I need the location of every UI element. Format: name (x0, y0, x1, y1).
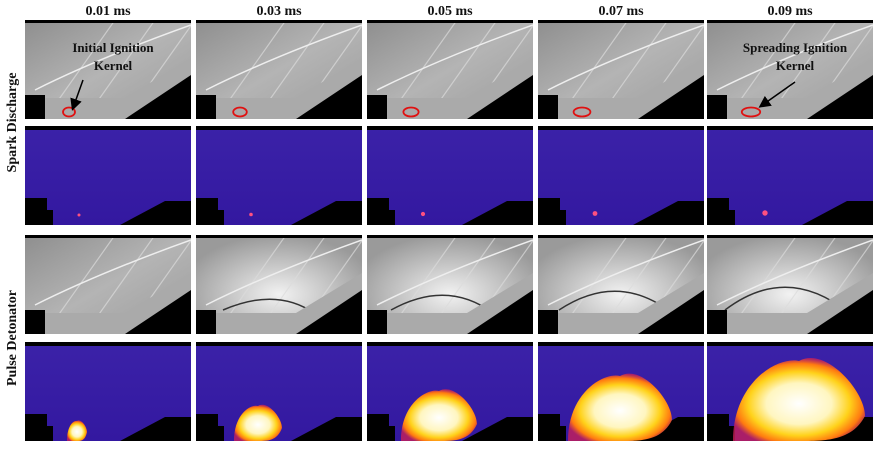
figure: 0.01 ms 0.03 ms 0.05 ms 0.07 ms 0.09 ms Spark… (0, 0, 873, 446)
image-panel (707, 235, 873, 334)
image-panel (25, 342, 191, 441)
annotation: Spreading Ignition (743, 40, 848, 55)
image-panel (538, 342, 704, 441)
image-panel (707, 126, 873, 225)
image-panel (196, 342, 362, 441)
column-header: 0.05 ms (427, 4, 473, 19)
image-panel (25, 126, 191, 225)
spark (593, 211, 598, 216)
row-label: Spark Discharge (5, 73, 20, 173)
spark (421, 212, 425, 216)
spark (762, 210, 767, 215)
image-panel (538, 126, 704, 225)
annotation: Kernel (776, 58, 815, 73)
spark (249, 213, 253, 217)
column-header: 0.03 ms (256, 4, 302, 19)
image-panel (367, 342, 533, 441)
image-panel (367, 126, 533, 225)
column-header: 0.07 ms (598, 4, 644, 19)
column-header: 0.01 ms (85, 4, 131, 19)
annotation: Kernel (94, 58, 133, 73)
spark (78, 214, 81, 217)
image-panel (196, 126, 362, 225)
row-label: Pulse Detonator (5, 290, 20, 386)
annotation: Initial Ignition (72, 40, 154, 55)
column-header: 0.09 ms (767, 4, 813, 19)
image-panel (707, 342, 873, 441)
